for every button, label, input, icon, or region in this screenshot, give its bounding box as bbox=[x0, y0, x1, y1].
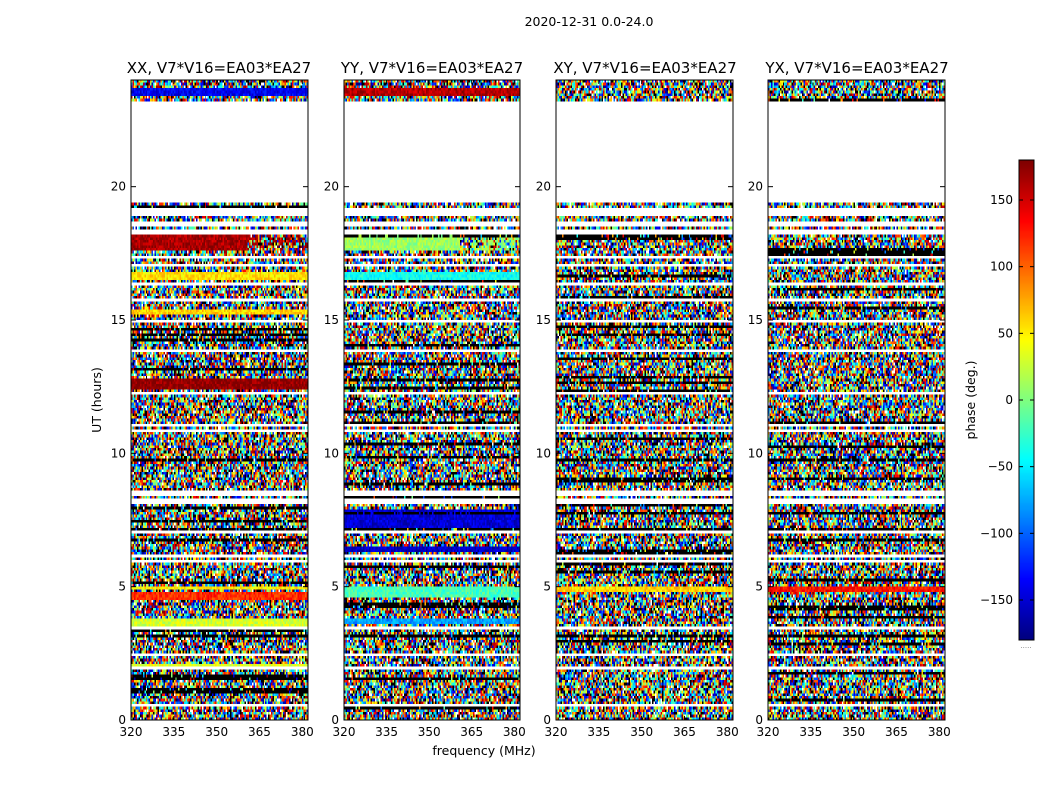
x-tick-label: 335 bbox=[799, 725, 822, 739]
colorbar-gradient bbox=[1019, 160, 1034, 640]
heatmap-yy bbox=[344, 80, 520, 720]
x-tick-label: 350 bbox=[205, 725, 228, 739]
panel-yy: YY, V7*V16=EA03*EA27 320 335 350 365 380 0 5 1… bbox=[324, 59, 526, 739]
y-tick-label: 15 bbox=[748, 313, 763, 327]
x-tick-label: 350 bbox=[630, 725, 653, 739]
y-ticks-xx: 0 5 10 15 20 bbox=[111, 180, 308, 727]
panel-title-xx: XX, V7*V16=EA03*EA27 bbox=[127, 59, 311, 77]
x-ticks-yx: 320 335 350 365 380 bbox=[757, 80, 951, 739]
y-tick-label: 0 bbox=[331, 713, 339, 727]
x-ticks-xy: 320 335 350 365 380 bbox=[545, 80, 739, 739]
y-tick-label: 15 bbox=[536, 313, 551, 327]
axes-frame-yx bbox=[767, 79, 946, 721]
y-tick-label: 10 bbox=[324, 446, 339, 460]
y-tick-label: 10 bbox=[111, 446, 126, 460]
y-tick-label: 15 bbox=[324, 313, 339, 327]
x-tick-label: 350 bbox=[842, 725, 865, 739]
panel-yx: YX, V7*V16=EA03*EA27 320 335 350 365 380 0 5 1… bbox=[748, 59, 951, 739]
colorbar-tick-label: −50 bbox=[988, 460, 1013, 474]
y-tick-label: 5 bbox=[543, 580, 551, 594]
figure-suptitle: 2020-12-31 0.0-24.0 bbox=[525, 14, 654, 29]
colorbar-tick-label: −100 bbox=[980, 526, 1013, 540]
colorbar: 150 100 50 0 −50 −100 −150 phase (deg.) ..... bbox=[963, 159, 1035, 650]
panel-xy: XY, V7*V16=EA03*EA27 320 335 350 365 380 0 5 1… bbox=[536, 59, 739, 739]
y-tick-label: 10 bbox=[748, 446, 763, 460]
y-tick-label: 5 bbox=[331, 580, 339, 594]
y-tick-label: 20 bbox=[111, 180, 126, 194]
y-tick-label: 5 bbox=[755, 580, 763, 594]
x-tick-label: 350 bbox=[418, 725, 441, 739]
y-tick-label: 0 bbox=[755, 713, 763, 727]
colorbar-label: phase (deg.) bbox=[963, 361, 978, 440]
y-ticks-yx: 0 5 10 15 20 bbox=[748, 180, 945, 727]
y-tick-label: 20 bbox=[324, 180, 339, 194]
x-tick-label: 365 bbox=[885, 725, 908, 739]
x-tick-label: 365 bbox=[460, 725, 483, 739]
y-axis-label: UT (hours) bbox=[89, 367, 104, 433]
x-tick-label: 320 bbox=[333, 725, 356, 739]
x-tick-label: 380 bbox=[291, 725, 314, 739]
heatmap-yx bbox=[768, 80, 945, 720]
panel-xx: XX, V7*V16=EA03*EA27 320 335 350 365 380 0 5 1… bbox=[111, 59, 314, 739]
x-tick-label: 380 bbox=[716, 725, 739, 739]
axes-frame-yy bbox=[343, 79, 521, 721]
panel-title-yy: YY, V7*V16=EA03*EA27 bbox=[340, 59, 523, 77]
axes-frame-xx bbox=[130, 79, 309, 721]
x-tick-label: 380 bbox=[928, 725, 951, 739]
x-tick-label: 380 bbox=[503, 725, 526, 739]
colorbar-ticks: 150 100 50 0 −50 −100 −150 bbox=[980, 193, 1034, 607]
heatmap-xy bbox=[556, 80, 733, 720]
x-tick-label: 320 bbox=[545, 725, 568, 739]
y-tick-label: 5 bbox=[118, 580, 126, 594]
x-tick-label: 335 bbox=[162, 725, 185, 739]
x-tick-label: 365 bbox=[673, 725, 696, 739]
x-tick-label: 365 bbox=[248, 725, 271, 739]
x-tick-label: 320 bbox=[757, 725, 780, 739]
colorbar-tick-label: −150 bbox=[980, 593, 1013, 607]
x-tick-label: 320 bbox=[120, 725, 143, 739]
y-tick-label: 0 bbox=[543, 713, 551, 727]
x-ticks-xx: 320 335 350 365 380 bbox=[120, 80, 314, 739]
y-tick-label: 20 bbox=[536, 180, 551, 194]
colorbar-tick-label: 150 bbox=[990, 193, 1013, 207]
y-tick-label: 15 bbox=[111, 313, 126, 327]
y-tick-label: 20 bbox=[748, 180, 763, 194]
y-ticks-xy: 0 5 10 15 20 bbox=[536, 180, 733, 727]
x-tick-label: 335 bbox=[375, 725, 398, 739]
y-tick-label: 10 bbox=[536, 446, 551, 460]
colorbar-tick-label: 100 bbox=[990, 260, 1013, 274]
heatmap-xx bbox=[131, 80, 308, 720]
y-tick-label: 0 bbox=[118, 713, 126, 727]
x-ticks-yy: 320 335 350 365 380 bbox=[333, 80, 526, 739]
x-tick-label: 335 bbox=[587, 725, 610, 739]
axes-frame-xy bbox=[555, 79, 734, 721]
panel-title-yx: YX, V7*V16=EA03*EA27 bbox=[764, 59, 948, 77]
panel-title-xy: XY, V7*V16=EA03*EA27 bbox=[553, 59, 736, 77]
y-ticks-yy: 0 5 10 15 20 bbox=[324, 180, 520, 727]
colorbar-tick-label: 50 bbox=[998, 326, 1013, 340]
x-axis-label: frequency (MHz) bbox=[432, 743, 535, 758]
colorbar-tick-label: 0 bbox=[1005, 393, 1013, 407]
colorbar-footer: ..... bbox=[1020, 642, 1031, 650]
